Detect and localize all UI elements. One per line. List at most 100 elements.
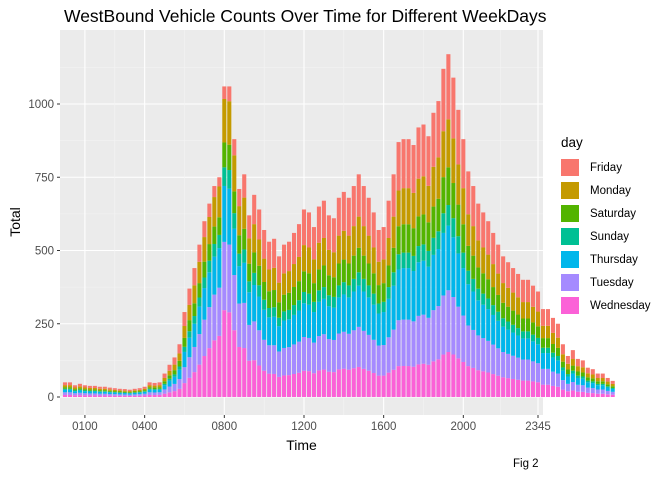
bar-segment-thursday-undefined <box>580 378 585 386</box>
bar-segment-monday-2230 <box>511 292 516 311</box>
bar-segment-saturday-0330 <box>132 391 137 393</box>
bar-segment-tuesday-undefined <box>570 382 575 391</box>
bar-segment-tuesday-2130 <box>491 344 496 375</box>
bar-segment-friday-0815 <box>227 86 232 102</box>
bar-segment-monday-undefined <box>570 359 575 366</box>
bar-segment-thursday-0630 <box>192 323 197 347</box>
bar-segment-thursday-1315 <box>326 306 331 339</box>
bar-segment-thursday-1515 <box>366 297 371 335</box>
bar-segment-wednesday-1630 <box>391 369 396 397</box>
bar-segment-wednesday-undefined <box>565 391 570 397</box>
bar-segment-friday-1615 <box>386 200 391 238</box>
bar-segment-monday-1115 <box>287 271 292 293</box>
bar-segment-saturday-1630 <box>391 247 396 273</box>
bar-segment-saturday-0500 <box>162 381 167 384</box>
bar-segment-saturday-0030 <box>72 389 77 391</box>
bar-segment-thursday-1600 <box>381 312 386 346</box>
bar-segment-saturday-0115 <box>87 389 92 391</box>
bar-segment-tuesday-1215 <box>306 337 312 372</box>
bar-segment-wednesday-1245 <box>316 370 321 397</box>
bar-segment-saturday-1545 <box>376 285 381 304</box>
bar-segment-saturday-undefined <box>600 381 605 384</box>
bar-segment-wednesday-1845 <box>436 359 441 397</box>
legend-label-wednesday: Wednesday <box>590 299 651 312</box>
bar-segment-monday-0515 <box>167 370 172 376</box>
y-tick-label: 250 <box>35 319 54 331</box>
bar-segment-sunday-0145 <box>97 391 102 392</box>
bar-segment-saturday-0445 <box>157 387 162 389</box>
bar-segment-saturday-0600 <box>182 337 187 347</box>
bar-segment-saturday-0815 <box>227 144 232 171</box>
bar-segment-tuesday-undefined <box>560 380 565 390</box>
bar-segment-wednesday-2330 <box>530 381 536 397</box>
bar-segment-saturday-0745 <box>217 217 222 235</box>
bar-segment-wednesday-undefined <box>545 384 551 397</box>
bar-segment-tuesday-0130 <box>92 393 97 396</box>
bar-segment-monday-0500 <box>162 377 167 382</box>
bar-segment-sunday-1315 <box>326 295 331 307</box>
bar-segment-monday-2030 <box>471 226 476 256</box>
bar-segment-wednesday-undefined <box>560 389 565 397</box>
x-tick-label: 2000 <box>451 421 477 433</box>
bar-segment-monday-2145 <box>496 273 501 295</box>
bar-segment-tuesday-undefined <box>555 373 560 387</box>
bar-segment-sunday-0545 <box>177 366 182 370</box>
bar-segment-tuesday-0900 <box>242 302 247 349</box>
bar-segment-sunday-2315 <box>526 331 531 339</box>
bar-segment-monday-0415 <box>147 385 152 388</box>
bar-segment-wednesday-1745 <box>416 364 421 397</box>
bar-segment-wednesday-undefined <box>600 393 605 397</box>
bar-segment-tuesday-0845 <box>237 303 242 347</box>
bar-segment-thursday-1845 <box>436 249 441 307</box>
bar-segment-tuesday-1715 <box>406 319 411 367</box>
bar-segment-sunday-0345 <box>137 392 142 393</box>
bar-segment-friday-0915 <box>247 215 252 239</box>
bar-segment-wednesday-0915 <box>247 360 252 397</box>
bar-segment-thursday-undefined <box>550 357 555 372</box>
bar-segment-friday-1000 <box>262 229 267 259</box>
bar-segment-monday-1745 <box>416 178 421 217</box>
bar-segment-friday-0745 <box>217 177 222 187</box>
bar-segment-thursday-1730 <box>411 271 416 322</box>
bar-segment-tuesday-1700 <box>401 319 406 366</box>
bar-segment-monday-undefined <box>590 374 595 379</box>
bar-segment-monday-0145 <box>97 388 102 391</box>
bar-segment-monday-undefined <box>580 367 585 373</box>
bar-segment-monday-1715 <box>406 188 411 225</box>
bar-segment-friday-0015 <box>67 382 73 386</box>
bar-segment-tuesday-1800 <box>421 314 426 364</box>
bar-segment-monday-1330 <box>331 252 336 278</box>
bar-segment-saturday-undefined <box>555 347 560 356</box>
bar-segment-wednesday-undefined <box>605 394 610 397</box>
bar-segment-sunday-1345 <box>336 285 341 298</box>
bar-segment-tuesday-0715 <box>207 307 212 349</box>
bar-segment-monday-undefined <box>555 337 560 348</box>
bar-segment-wednesday-0145 <box>97 395 102 397</box>
bar-segment-friday-1200 <box>301 209 307 246</box>
bar-segment-wednesday-0615 <box>187 377 192 397</box>
bar-segment-friday-2030 <box>471 186 476 227</box>
bar-segment-tuesday-0315 <box>127 394 132 396</box>
bar-segment-friday-1215 <box>306 212 312 248</box>
bar-segment-sunday-undefined <box>550 352 555 358</box>
bar-segment-thursday-1115 <box>287 319 292 348</box>
legend-label-monday: Monday <box>590 184 631 197</box>
bar-segment-sunday-0500 <box>162 383 167 386</box>
bar-segment-saturday-2345 <box>535 326 541 338</box>
bar-segment-monday-0100 <box>82 387 87 390</box>
bar-segment-thursday-0230 <box>112 392 117 395</box>
bar-segment-friday-0230 <box>112 388 117 390</box>
bar-segment-sunday-2330 <box>530 334 536 342</box>
bar-segment-saturday-1115 <box>287 292 292 310</box>
bar-segment-saturday-undefined <box>595 381 600 384</box>
x-tick-label: 0800 <box>212 421 238 433</box>
bar-segment-monday-1315 <box>326 249 331 276</box>
bar-segment-thursday-0430 <box>152 389 157 393</box>
bar-segment-sunday-0600 <box>182 346 187 352</box>
bar-segment-thursday-1300 <box>321 298 326 335</box>
bar-segment-saturday-2230 <box>511 310 516 325</box>
bar-segment-tuesday-0545 <box>177 379 182 389</box>
bar-segment-sunday-1530 <box>371 293 376 305</box>
bar-segment-tuesday-0800 <box>222 241 227 311</box>
bar-segment-friday-0330 <box>132 388 137 391</box>
